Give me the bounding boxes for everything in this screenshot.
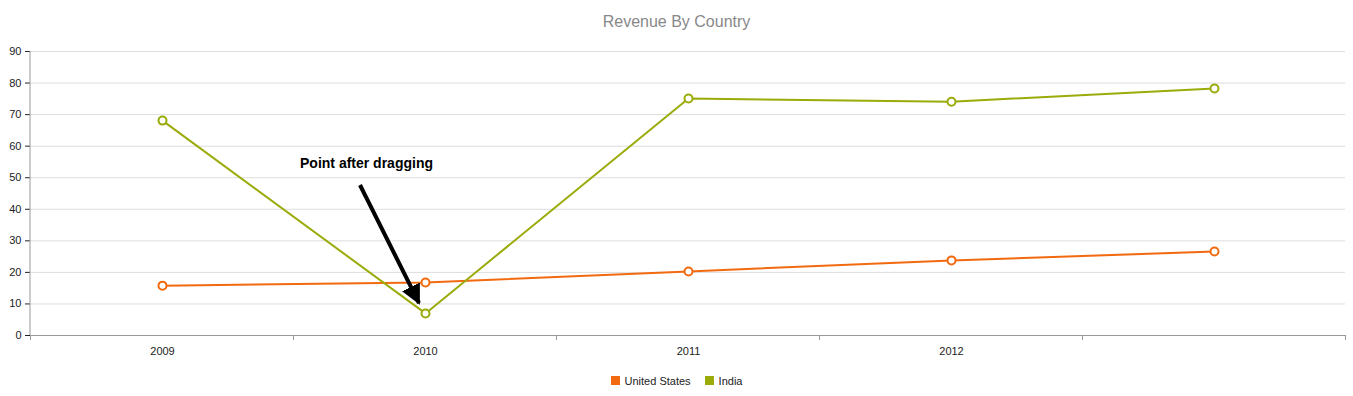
svg-text:10: 10 <box>9 297 21 309</box>
svg-text:50: 50 <box>9 171 21 183</box>
html-text:India: India <box>718 374 743 387</box>
svg-text:70: 70 <box>9 108 21 120</box>
svg-text:40: 40 <box>9 203 21 215</box>
svg-text:90: 90 <box>9 45 21 57</box>
svg-text:20: 20 <box>9 266 21 278</box>
svg-text:80: 80 <box>9 77 21 89</box>
html-text:Revenue By Country: Revenue By Country <box>602 13 751 30</box>
svg-text:2009: 2009 <box>150 345 174 357</box>
svg-text:Point after dragging: Point after dragging <box>300 155 433 171</box>
svg-text:2010: 2010 <box>413 345 437 357</box>
svg-text:2012: 2012 <box>939 345 963 357</box>
html-text:United States: United States <box>624 374 691 387</box>
svg-text:30: 30 <box>9 234 21 246</box>
svg-text:60: 60 <box>9 140 21 152</box>
svg-text:0: 0 <box>15 329 21 341</box>
svg-text:2011: 2011 <box>677 345 701 357</box>
